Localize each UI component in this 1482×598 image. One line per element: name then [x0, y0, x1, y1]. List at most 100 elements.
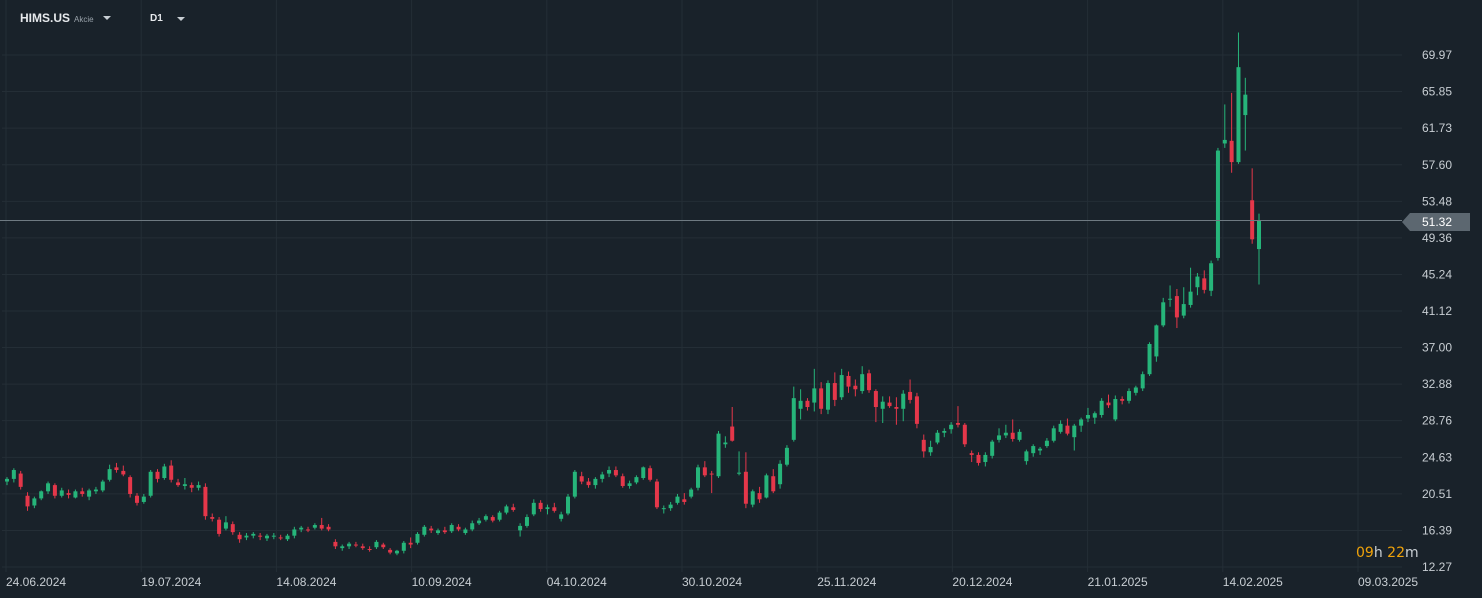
candle-bullish: [1154, 324, 1159, 362]
candle-bullish: [1044, 438, 1049, 448]
candle-bearish: [326, 524, 331, 532]
candle-body: [360, 546, 365, 549]
y-tick-label: 69.97: [1422, 48, 1452, 62]
price-label-pointer: [1402, 213, 1410, 231]
price-axis[interactable]: 69.97 65.85 61.73 57.60 53.48 49.36 45.24 41.12…: [1422, 48, 1452, 574]
symbol-name: HIMS.US: [20, 11, 71, 25]
candle-body: [1250, 200, 1255, 240]
candle-body: [572, 471, 577, 497]
candle-bullish: [107, 464, 112, 482]
candle-bullish: [449, 523, 454, 534]
candle-body: [292, 529, 297, 536]
candle-body: [32, 498, 37, 506]
candle-bullish: [1113, 395, 1118, 422]
x-tick-label: 10.09.2024: [412, 575, 472, 589]
symbol-selector[interactable]: HIMS.US Akcie: [20, 11, 111, 25]
candle-bearish: [319, 517, 324, 531]
candle-body: [860, 374, 865, 392]
candle-body: [757, 493, 762, 500]
y-tick-label: 37.00: [1422, 341, 1452, 355]
candle-bearish: [887, 396, 892, 408]
candle-bullish: [518, 523, 523, 537]
candle-body: [661, 508, 666, 510]
candle-body: [497, 512, 502, 520]
candle-bullish: [374, 540, 379, 549]
candle-bullish: [1188, 267, 1193, 308]
candle-body: [381, 544, 386, 548]
asset-type-label: Akcie: [74, 15, 94, 24]
candle-body: [347, 543, 352, 547]
candle-body: [340, 546, 345, 549]
candle-body: [210, 517, 215, 519]
time-axis[interactable]: 24.06.2024 19.07.2024 14.08.2024 10.09.2024…: [6, 575, 1418, 589]
candle-bearish: [155, 469, 160, 483]
candle-body: [607, 470, 612, 474]
candle-bullish: [825, 380, 830, 415]
candle-bullish: [1127, 388, 1132, 404]
candle-body: [278, 537, 283, 539]
candle-body: [1195, 276, 1200, 288]
candle-body: [702, 467, 707, 476]
candle-body: [600, 474, 605, 479]
candle-body: [648, 468, 653, 480]
candle-bullish: [1168, 285, 1173, 307]
timeframe-selector[interactable]: D1: [150, 13, 185, 24]
candle-body: [620, 476, 625, 486]
countdown-hours-unit: h: [1373, 545, 1383, 561]
candle-body: [730, 426, 735, 441]
candle-body: [764, 475, 769, 498]
candle-body: [1127, 391, 1132, 401]
candle-bullish: [839, 368, 844, 400]
candle-body: [189, 485, 194, 488]
candle-body: [374, 541, 379, 548]
candle-body: [798, 400, 803, 409]
y-tick-label: 32.88: [1422, 377, 1452, 391]
candle-body: [141, 496, 146, 502]
candle-bullish: [675, 493, 680, 505]
y-tick-label: 24.63: [1422, 450, 1452, 464]
candle-body: [894, 407, 899, 409]
candles-layer: [5, 32, 1261, 556]
candle-body: [1085, 414, 1090, 419]
candle-body: [121, 470, 126, 475]
candle-body: [1092, 413, 1097, 418]
candle-bullish: [251, 532, 256, 539]
candle-body: [264, 535, 269, 539]
candle-bullish: [1222, 104, 1227, 148]
candle-body: [880, 401, 885, 409]
candle-body: [1099, 400, 1104, 415]
x-tick-label: 04.10.2024: [547, 575, 607, 589]
candle-bearish: [873, 389, 878, 423]
x-tick-label: 19.07.2024: [141, 575, 201, 589]
candle-bullish: [11, 468, 16, 483]
candle-body: [1154, 325, 1159, 357]
candle-bullish: [141, 493, 146, 504]
candle-body: [853, 385, 858, 390]
candle-body: [1133, 387, 1138, 393]
candle-bullish: [716, 430, 721, 478]
candle-bullish: [312, 523, 317, 530]
candle-bullish: [668, 501, 673, 511]
candle-body: [11, 470, 16, 479]
candle-bullish: [271, 533, 276, 540]
candle-body: [1038, 448, 1043, 451]
candle-body: [258, 535, 263, 537]
candle-bullish: [196, 481, 201, 491]
candle-bearish: [832, 372, 837, 407]
candle-body: [463, 529, 468, 534]
candle-bullish: [436, 528, 441, 535]
candle-body: [518, 525, 523, 531]
candle-bearish: [189, 482, 194, 493]
candle-bullish: [162, 463, 167, 480]
candle-bullish: [997, 428, 1002, 443]
candle-body: [695, 467, 700, 488]
y-tick-label: 45.24: [1422, 267, 1452, 281]
candle-bullish: [1058, 420, 1063, 434]
candle-bearish: [538, 500, 543, 512]
candle-bearish: [819, 382, 824, 415]
candle-bearish: [620, 473, 625, 488]
candle-body: [593, 478, 598, 486]
candle-bullish: [463, 527, 468, 535]
candle-body: [162, 466, 167, 478]
